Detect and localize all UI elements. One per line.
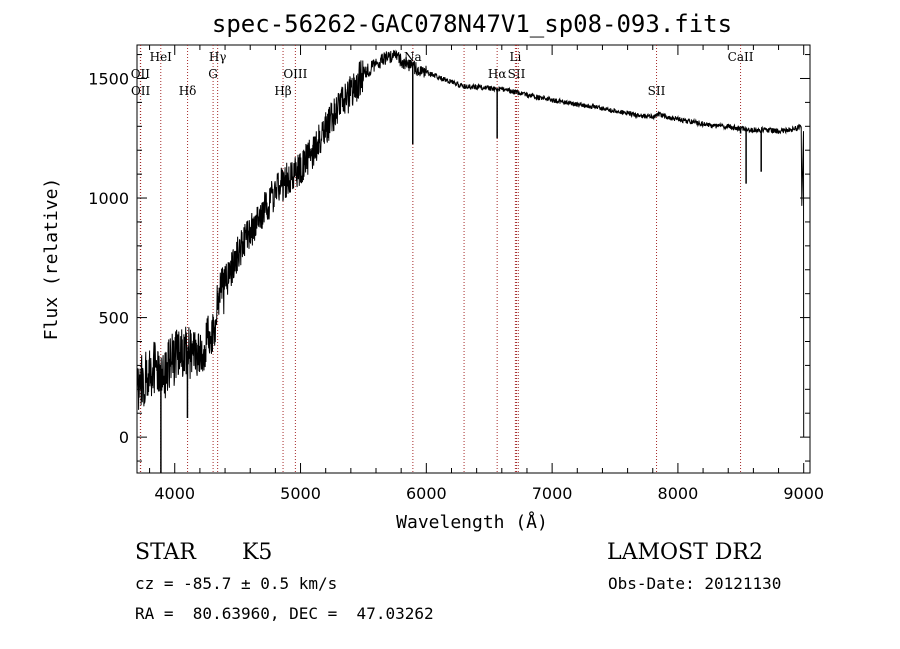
y-tick-label: 500 bbox=[98, 309, 129, 328]
x-axis-label: Wavelength (Å) bbox=[396, 511, 548, 533]
observation-date: Obs-Date: 20121130 bbox=[608, 574, 782, 593]
line-marker-label: SII bbox=[508, 67, 526, 81]
spectrum-line bbox=[136, 49, 805, 438]
y-axis-label: Flux (relative) bbox=[41, 178, 62, 341]
absorption-dips bbox=[160, 67, 762, 473]
chart-title: spec-56262-GAC078N47V1_sp08-093.fits bbox=[212, 10, 732, 38]
line-marker-label: Hγ bbox=[209, 50, 227, 64]
velocity-readout: cz = -85.7 ± 0.5 km/s bbox=[135, 574, 338, 593]
line-marker-label: SII bbox=[648, 84, 666, 98]
y-tick-label: 1000 bbox=[88, 189, 129, 208]
line-marker-label: Hα bbox=[488, 67, 507, 81]
x-axis-ticks: 4000 5000 6000 7000 8000 9000 bbox=[149, 45, 824, 503]
line-marker-label: OIII bbox=[283, 67, 307, 81]
object-class: STAR bbox=[135, 540, 196, 565]
line-marker-label: G bbox=[208, 67, 218, 81]
spectrum-chart: spec-56262-GAC078N47V1_sp08-093.fits OII… bbox=[41, 10, 824, 533]
y-tick-label: 1500 bbox=[88, 69, 129, 88]
survey-name: LAMOST DR2 bbox=[607, 540, 763, 565]
x-tick-label: 4000 bbox=[154, 484, 195, 503]
line-marker-label: Hδ bbox=[179, 84, 197, 98]
line-marker-label: OII bbox=[131, 67, 151, 81]
line-marker-label: Hβ bbox=[274, 84, 291, 98]
coordinates-readout: RA = 80.63960, DEC = 47.03262 bbox=[135, 604, 434, 623]
line-marker-label: Li bbox=[509, 50, 521, 64]
x-tick-label: 6000 bbox=[406, 484, 447, 503]
plot-frame bbox=[136, 44, 811, 474]
line-marker-label: CaII bbox=[728, 50, 754, 64]
object-subclass: K5 bbox=[242, 540, 273, 565]
x-tick-label: 7000 bbox=[532, 484, 573, 503]
y-tick-label: 0 bbox=[119, 428, 129, 447]
line-marker-label: HeI bbox=[150, 50, 173, 64]
y-axis-ticks: 0 500 1000 1500 bbox=[88, 54, 810, 462]
x-tick-label: 9000 bbox=[783, 484, 824, 503]
x-tick-label: 5000 bbox=[280, 484, 321, 503]
line-marker-label: OII bbox=[131, 84, 151, 98]
x-tick-label: 8000 bbox=[658, 484, 699, 503]
